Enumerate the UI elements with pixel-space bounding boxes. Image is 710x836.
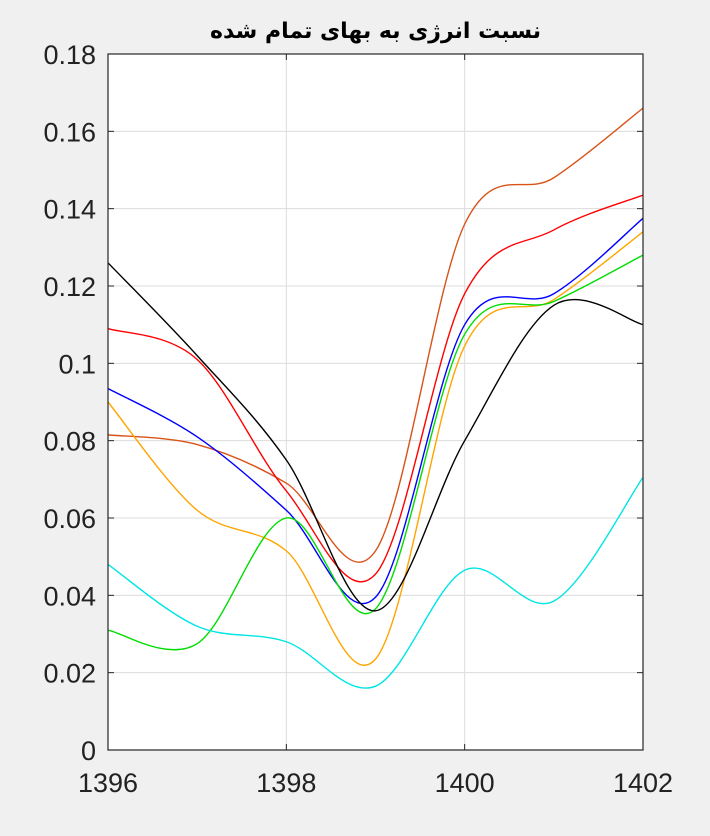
y-tick-label: 0 bbox=[81, 736, 96, 766]
y-tick-label: 0.04 bbox=[43, 581, 96, 611]
grid-lines bbox=[107, 53, 644, 751]
y-tick-label: 0.1 bbox=[58, 349, 96, 379]
plot-area bbox=[108, 54, 643, 750]
series-line-5 bbox=[107, 254, 644, 651]
x-tick-label: 1398 bbox=[256, 768, 316, 798]
x-tick-label: 1400 bbox=[435, 768, 495, 798]
y-tick-label: 0.18 bbox=[43, 40, 96, 70]
y-tick-label: 0.08 bbox=[43, 427, 96, 457]
series-line-7 bbox=[107, 476, 644, 689]
x-tick-label: 1402 bbox=[613, 768, 673, 798]
series-lines bbox=[107, 107, 644, 689]
y-tick-label: 0.02 bbox=[43, 659, 96, 689]
chart-title: نسبت انرژی به بهای تمام شده bbox=[210, 19, 541, 44]
y-tick-label: 0.16 bbox=[43, 117, 96, 147]
plot-frame bbox=[107, 53, 644, 751]
x-tick-label: 1396 bbox=[78, 768, 138, 798]
series-line-2 bbox=[107, 194, 644, 583]
y-tick-label: 0.06 bbox=[43, 504, 96, 534]
series-line-6 bbox=[107, 262, 644, 612]
y-tick-label: 0.12 bbox=[43, 272, 96, 302]
series-line-3 bbox=[107, 217, 644, 605]
axis-ticks: 1396 1398 1400 1402 0 0.02 0.04 0.06 0.08 0.1 0.12… bbox=[43, 40, 673, 798]
y-tick-label: 0.14 bbox=[43, 195, 96, 225]
